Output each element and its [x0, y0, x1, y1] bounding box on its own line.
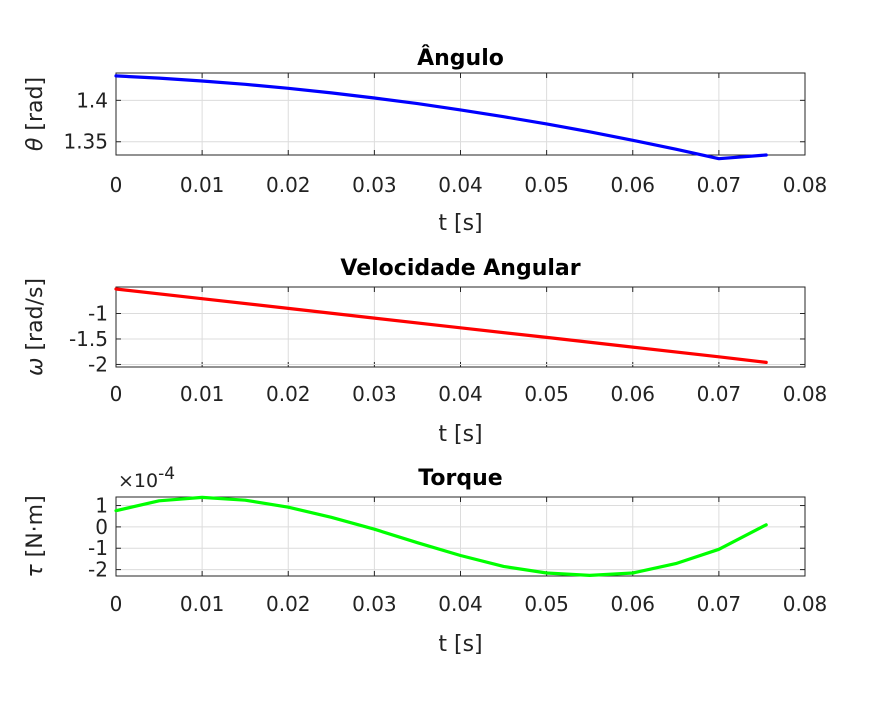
x-tick-label: 0.04 — [438, 592, 483, 616]
x-tick-label: 0 — [110, 592, 123, 616]
x-tick-label: 0.01 — [180, 173, 225, 197]
x-tick-label: 0.01 — [180, 382, 225, 406]
y-axis-symbol: θ — [23, 137, 48, 151]
y-tick-label: -2 — [88, 558, 108, 582]
x-tick-label: 0.02 — [266, 592, 311, 616]
y-tick-label: 1.35 — [63, 130, 108, 154]
angle-title: Ângulo — [417, 45, 504, 71]
x-tick-label: 0.05 — [524, 382, 569, 406]
y-tick-label: 1 — [95, 494, 108, 518]
y-axis-space — [23, 557, 48, 564]
y-tick-label: 1.4 — [76, 88, 108, 112]
y-tick-label: -1 — [88, 536, 108, 560]
y-tick-label: -2 — [88, 352, 108, 376]
x-tick-label: 0.04 — [438, 173, 483, 197]
x-tick-label: 0 — [110, 382, 123, 406]
x-tick-label: 0.06 — [610, 173, 655, 197]
x-tick-label: 0.03 — [352, 173, 397, 197]
torque-title: Torque — [418, 466, 502, 491]
x-tick-label: 0.08 — [783, 592, 828, 616]
y-axis-unit: [N·m] — [23, 495, 48, 557]
exponent-base: ×10 — [118, 470, 158, 492]
x-tick-label: 0.08 — [783, 173, 828, 197]
torque-series-line — [114, 495, 768, 578]
angle-y-axis-label: θ [rad] — [23, 77, 48, 151]
angular-velocity-title: Velocidade Angular — [340, 256, 580, 281]
x-tick-label: 0.06 — [610, 382, 655, 406]
x-tick-label: 0.02 — [266, 382, 311, 406]
x-tick-label: 0.02 — [266, 173, 311, 197]
angular-velocity-series-line — [114, 287, 768, 364]
subplot-angle: 0 0.01 0.02 0.03 0.04 0.05 0.06 0.07 0.08 1.35 1.4… — [23, 45, 827, 236]
x-tick-label: 0.03 — [352, 592, 397, 616]
x-tick-label: 0.08 — [783, 382, 828, 406]
angular-velocity-axes-frame — [115, 286, 806, 368]
x-tick-label: 0.05 — [524, 592, 569, 616]
x-tick-label: 0.04 — [438, 382, 483, 406]
angle-series-line — [114, 74, 768, 161]
subplot-torque: 0 0.01 0.02 0.03 0.04 0.05 0.06 0.07 0.0810-1-2T… — [23, 464, 827, 657]
angle-axes-frame — [115, 72, 806, 156]
angular-velocity-x-axis-label: t [s] — [438, 422, 482, 447]
y-axis-space — [23, 351, 48, 358]
y-axis-unit: [rad/s] — [23, 278, 48, 351]
x-tick-label: 0.07 — [697, 382, 742, 406]
y-axis-symbol: τ — [23, 564, 48, 578]
y-tick-label: 0 — [95, 515, 108, 539]
x-tick-label: 0.06 — [610, 592, 655, 616]
angular-velocity-y-axis-label: ω [rad/s] — [23, 278, 48, 376]
exponent-multiplier: ×10-4 — [118, 464, 175, 492]
y-tick-label: -1 — [88, 301, 108, 325]
x-tick-label: 0 — [110, 173, 123, 197]
x-tick-label: 0.05 — [524, 173, 569, 197]
torque-y-axis-label: τ [N·m] — [23, 495, 48, 577]
y-axis-symbol: ω — [23, 358, 48, 376]
exponent-power: -4 — [158, 464, 175, 484]
y-axis-space — [23, 131, 48, 138]
x-tick-label: 0.03 — [352, 382, 397, 406]
x-tick-label: 0.01 — [180, 592, 225, 616]
torque-axes-frame — [115, 496, 806, 577]
torque-x-axis-label: t [s] — [438, 632, 482, 657]
angle-x-axis-label: t [s] — [438, 211, 482, 236]
x-tick-label: 0.07 — [697, 592, 742, 616]
subplot-angular-velocity: 0 0.01 0.02 0.03 0.04 0.05 0.06 0.07 0.08 -1-1.5-… — [23, 256, 827, 447]
y-axis-unit: [rad] — [23, 77, 48, 131]
x-tick-label: 0.07 — [697, 173, 742, 197]
y-tick-label: -1.5 — [69, 327, 108, 351]
